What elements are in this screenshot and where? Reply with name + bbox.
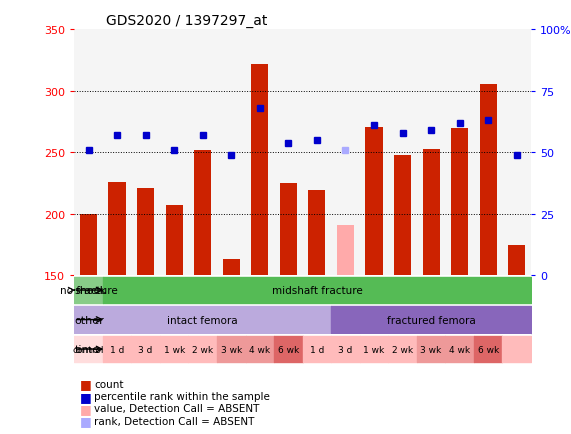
Text: ■: ■ <box>80 414 92 427</box>
Bar <box>423 149 440 276</box>
Bar <box>451 128 468 276</box>
Bar <box>508 245 525 276</box>
Bar <box>194 151 211 276</box>
Bar <box>280 184 297 276</box>
Bar <box>223 260 240 276</box>
Bar <box>365 127 383 276</box>
Bar <box>251 65 268 276</box>
Text: percentile rank within the sample: percentile rank within the sample <box>94 391 270 401</box>
Text: 4 wk: 4 wk <box>250 345 270 354</box>
Text: shock: shock <box>75 286 107 296</box>
Text: 2 wk: 2 wk <box>192 345 213 354</box>
Text: GDS2020 / 1397297_at: GDS2020 / 1397297_at <box>106 14 268 28</box>
Text: ■: ■ <box>80 402 92 415</box>
Text: 6 wk: 6 wk <box>278 345 299 354</box>
Text: 1 wk: 1 wk <box>363 345 385 354</box>
Text: 2 wk: 2 wk <box>392 345 413 354</box>
Bar <box>137 189 154 276</box>
Text: midshaft fracture: midshaft fracture <box>272 286 362 296</box>
Text: 3 d: 3 d <box>138 345 153 354</box>
Text: ■: ■ <box>80 390 92 403</box>
Text: time: time <box>75 344 100 354</box>
Text: count: count <box>94 379 124 389</box>
Text: 1 wk: 1 wk <box>163 345 185 354</box>
Bar <box>166 206 183 276</box>
Text: other: other <box>75 315 104 325</box>
Text: 1 d: 1 d <box>110 345 124 354</box>
Text: 6 wk: 6 wk <box>477 345 499 354</box>
Bar <box>394 155 411 276</box>
Text: ■: ■ <box>80 378 92 391</box>
Text: value, Detection Call = ABSENT: value, Detection Call = ABSENT <box>94 404 260 413</box>
Bar <box>337 225 354 276</box>
Bar <box>480 84 497 276</box>
Bar <box>108 182 126 276</box>
Bar <box>308 191 325 276</box>
Text: 3 d: 3 d <box>338 345 353 354</box>
Text: control: control <box>73 345 104 354</box>
Text: 3 wk: 3 wk <box>220 345 242 354</box>
Text: 3 wk: 3 wk <box>420 345 442 354</box>
Text: 4 wk: 4 wk <box>449 345 470 354</box>
Text: rank, Detection Call = ABSENT: rank, Detection Call = ABSENT <box>94 416 255 425</box>
Text: 1 d: 1 d <box>309 345 324 354</box>
Text: fractured femora: fractured femora <box>387 315 476 325</box>
Bar <box>80 214 97 276</box>
Text: intact femora: intact femora <box>167 315 238 325</box>
Text: no fracture: no fracture <box>59 286 118 296</box>
